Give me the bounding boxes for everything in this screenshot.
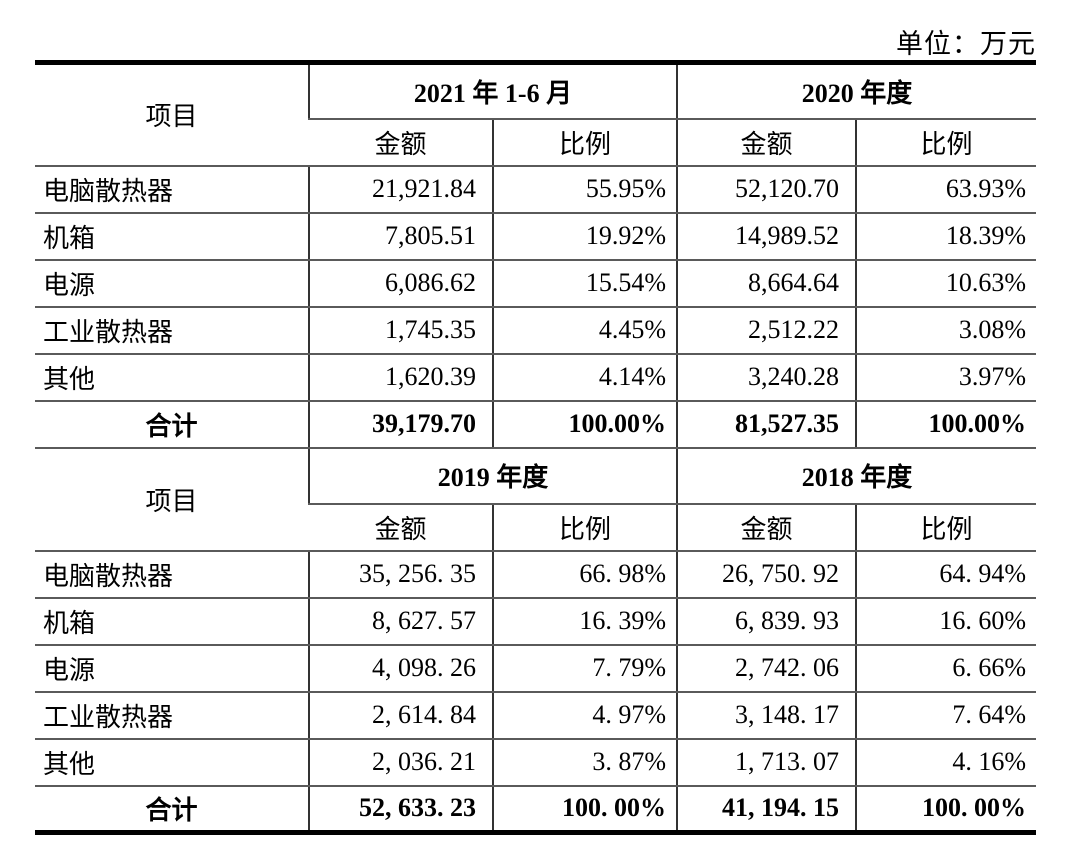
- row-label: 电脑散热器: [35, 550, 309, 599]
- table-row: 电源 6,086.62 15.54% 8,664.64 10.63%: [35, 259, 1037, 308]
- ratio-cell: 10.63%: [855, 259, 1037, 308]
- ratio-cell: 7. 64%: [855, 691, 1037, 740]
- table-row: 电源 4, 098. 26 7. 79% 2, 742. 06 6. 66%: [35, 644, 1037, 693]
- ratio-cell: 6. 66%: [855, 644, 1037, 693]
- row-label: 工业散热器: [35, 306, 309, 355]
- ratio-cell: 3. 87%: [491, 738, 678, 787]
- ratio-cell: 16. 39%: [491, 597, 678, 646]
- row-label: 工业散热器: [35, 691, 309, 740]
- table2-col-header-amount-2: 金额: [676, 503, 857, 552]
- ratio-cell: 7. 79%: [491, 644, 678, 693]
- amount-cell: 2, 742. 06: [676, 644, 857, 693]
- revenue-breakdown-table: 项目 2021 年 1-6 月 2020 年度 金额 比例 金额 比例 电脑散热…: [35, 60, 1037, 835]
- ratio-cell: 18.39%: [855, 212, 1037, 261]
- table2-item-header: 项目: [35, 447, 309, 552]
- amount-cell: 3, 148. 17: [676, 691, 857, 740]
- table2-column-header-row: 金额 比例 金额 比例: [35, 503, 1037, 552]
- table-row: 工业散热器 2, 614. 84 4. 97% 3, 148. 17 7. 64…: [35, 691, 1037, 740]
- table1-period-header-row: 项目 2021 年 1-6 月 2020 年度: [35, 62, 1037, 167]
- row-label: 机箱: [35, 597, 309, 646]
- total-label: 合计: [35, 400, 309, 449]
- total-ratio-cell: 100.00%: [491, 400, 678, 449]
- amount-cell: 8,664.64: [676, 259, 857, 308]
- table-row: 电脑散热器 35, 256. 35 66. 98% 26, 750. 92 64…: [35, 550, 1037, 599]
- table2-col-header-ratio-1: 比例: [491, 503, 678, 552]
- table-row: 其他 2, 036. 21 3. 87% 1, 713. 07 4. 16%: [35, 738, 1037, 787]
- table2-period2-header: 2018 年度: [676, 447, 1037, 505]
- ratio-cell: 3.97%: [855, 353, 1037, 402]
- total-ratio-cell: 100.00%: [855, 400, 1037, 449]
- amount-cell: 4, 098. 26: [308, 644, 493, 693]
- ratio-cell: 4. 97%: [491, 691, 678, 740]
- amount-cell: 21,921.84: [308, 165, 493, 214]
- row-label: 其他: [35, 353, 309, 402]
- table1-period2-header: 2020 年度: [676, 62, 1037, 120]
- ratio-cell: 64. 94%: [855, 550, 1037, 599]
- amount-cell: 1,745.35: [308, 306, 493, 355]
- amount-cell: 6,086.62: [308, 259, 493, 308]
- ratio-cell: 4. 16%: [855, 738, 1037, 787]
- table1-total-row: 合计 39,179.70 100.00% 81,527.35 100.00%: [35, 400, 1037, 449]
- amount-cell: 1,620.39: [308, 353, 493, 402]
- table-row: 电脑散热器 21,921.84 55.95% 52,120.70 63.93%: [35, 165, 1037, 214]
- row-label: 机箱: [35, 212, 309, 261]
- amount-cell: 14,989.52: [676, 212, 857, 261]
- unit-label: 单位：万元: [896, 29, 1036, 59]
- table2-total-row: 合计 52, 633. 23 100. 00% 41, 194. 15 100.…: [35, 785, 1037, 834]
- table-row: 机箱 8, 627. 57 16. 39% 6, 839. 93 16. 60%: [35, 597, 1037, 646]
- table2-period1-header: 2019 年度: [307, 447, 678, 505]
- table1-col-header-amount-1: 金额: [309, 118, 493, 167]
- amount-cell: 8, 627. 57: [308, 597, 493, 646]
- row-label: 电源: [35, 259, 309, 308]
- row-label: 其他: [35, 738, 309, 787]
- total-amount-cell: 52, 633. 23: [308, 785, 493, 834]
- table-row: 其他 1,620.39 4.14% 3,240.28 3.97%: [35, 353, 1037, 402]
- total-ratio-cell: 100. 00%: [491, 785, 678, 834]
- total-amount-cell: 41, 194. 15: [676, 785, 857, 834]
- ratio-cell: 15.54%: [491, 259, 678, 308]
- amount-cell: 35, 256. 35: [308, 550, 493, 599]
- table1-col-header-amount-2: 金额: [676, 118, 857, 167]
- amount-cell: 2, 036. 21: [308, 738, 493, 787]
- table-row: 工业散热器 1,745.35 4.45% 2,512.22 3.08%: [35, 306, 1037, 355]
- amount-cell: 1, 713. 07: [676, 738, 857, 787]
- amount-cell: 3,240.28: [676, 353, 857, 402]
- table1-period1-header: 2021 年 1-6 月: [307, 62, 678, 120]
- row-label: 电源: [35, 644, 309, 693]
- row-label: 电脑散热器: [35, 165, 309, 214]
- table2-period-header-row: 项目 2019 年度 2018 年度: [35, 447, 1037, 552]
- ratio-cell: 4.14%: [491, 353, 678, 402]
- amount-cell: 7,805.51: [308, 212, 493, 261]
- ratio-cell: 19.92%: [491, 212, 678, 261]
- ratio-cell: 66. 98%: [491, 550, 678, 599]
- ratio-cell: 16. 60%: [855, 597, 1037, 646]
- table1-col-header-ratio-1: 比例: [491, 118, 678, 167]
- ratio-cell: 4.45%: [491, 306, 678, 355]
- table1-col-header-ratio-2: 比例: [855, 118, 1037, 167]
- amount-cell: 26, 750. 92: [676, 550, 857, 599]
- table1-item-header: 项目: [35, 62, 309, 167]
- total-label: 合计: [35, 785, 309, 834]
- total-amount-cell: 81,527.35: [676, 400, 857, 449]
- ratio-cell: 63.93%: [855, 165, 1037, 214]
- amount-cell: 6, 839. 93: [676, 597, 857, 646]
- ratio-cell: 55.95%: [491, 165, 678, 214]
- total-ratio-cell: 100. 00%: [855, 785, 1037, 834]
- total-amount-cell: 39,179.70: [308, 400, 493, 449]
- table-row: 机箱 7,805.51 19.92% 14,989.52 18.39%: [35, 212, 1037, 261]
- amount-cell: 52,120.70: [676, 165, 857, 214]
- ratio-cell: 3.08%: [855, 306, 1037, 355]
- amount-cell: 2,512.22: [676, 306, 857, 355]
- table2-col-header-ratio-2: 比例: [855, 503, 1037, 552]
- table1-column-header-row: 金额 比例 金额 比例: [35, 118, 1037, 167]
- table2-col-header-amount-1: 金额: [309, 503, 493, 552]
- amount-cell: 2, 614. 84: [308, 691, 493, 740]
